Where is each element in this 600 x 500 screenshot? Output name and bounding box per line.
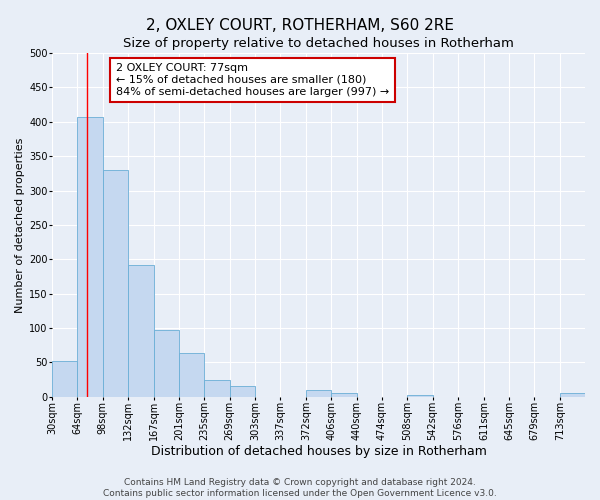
Bar [103, 170, 128, 397]
Text: Contains HM Land Registry data © Crown copyright and database right 2024.
Contai: Contains HM Land Registry data © Crown c… [103, 478, 497, 498]
Y-axis label: Number of detached properties: Number of detached properties [15, 137, 25, 312]
Bar [128, 265, 154, 397]
Bar [407, 396, 433, 397]
Bar [205, 380, 230, 397]
X-axis label: Distribution of detached houses by size in Rotherham: Distribution of detached houses by size … [151, 444, 487, 458]
Bar [77, 117, 103, 397]
Bar [179, 354, 205, 397]
Bar [306, 390, 331, 397]
Text: 2 OXLEY COURT: 77sqm
← 15% of detached houses are smaller (180)
84% of semi-deta: 2 OXLEY COURT: 77sqm ← 15% of detached h… [116, 64, 389, 96]
Bar [154, 330, 179, 397]
Bar [560, 394, 585, 397]
Text: 2, OXLEY COURT, ROTHERHAM, S60 2RE: 2, OXLEY COURT, ROTHERHAM, S60 2RE [146, 18, 454, 32]
Title: Size of property relative to detached houses in Rotherham: Size of property relative to detached ho… [123, 38, 514, 51]
Bar [52, 361, 77, 397]
Bar [331, 394, 357, 397]
Bar [230, 386, 255, 397]
